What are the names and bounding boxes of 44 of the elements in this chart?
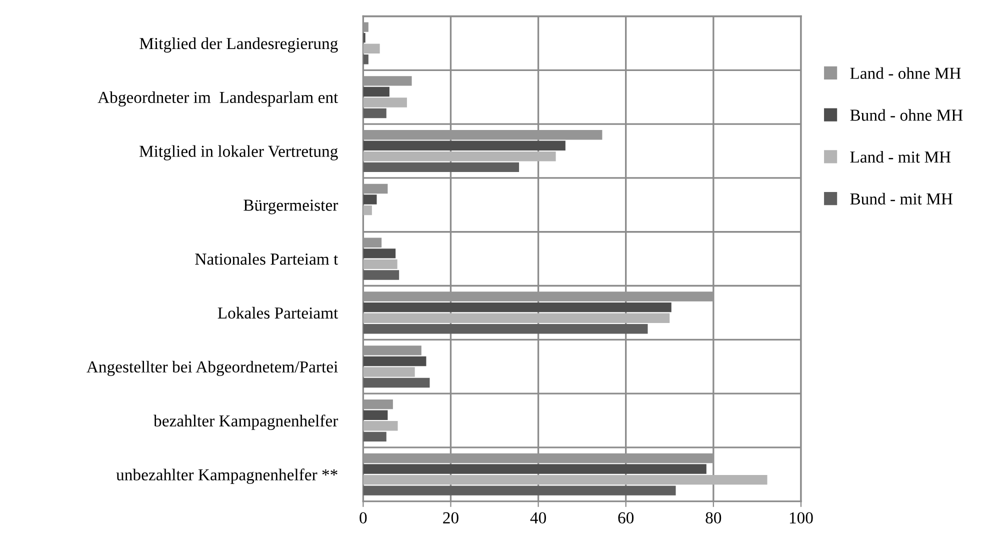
bar bbox=[363, 248, 396, 258]
bar bbox=[363, 486, 676, 496]
bar bbox=[363, 205, 372, 216]
bar bbox=[363, 259, 398, 270]
x-tick-label: 100 bbox=[790, 512, 813, 524]
bar bbox=[363, 378, 430, 388]
legend-label: Land - ohne MH bbox=[850, 67, 961, 79]
x-tick-label: 40 bbox=[530, 512, 546, 524]
bar bbox=[363, 270, 400, 280]
y-tick-label: Lokales Parteiamt bbox=[218, 306, 338, 319]
y-tick-label: Abgeordneter im Landesparlam ent bbox=[98, 91, 338, 106]
bar bbox=[363, 410, 388, 420]
legend-label: Bund - mit MH bbox=[850, 192, 952, 205]
bar bbox=[363, 194, 377, 204]
y-tick-label: bezahlter Kampagnenhelfer bbox=[154, 414, 338, 430]
bar bbox=[363, 86, 390, 97]
bar bbox=[363, 302, 672, 312]
bar bbox=[363, 54, 368, 64]
y-tick-label: unbezahlter Kampagnenhelfer ** bbox=[116, 468, 338, 484]
bar bbox=[363, 108, 386, 118]
bar bbox=[363, 162, 520, 172]
y-tick-label: Mitglied in lokaler Vertretung bbox=[139, 145, 338, 160]
bar bbox=[363, 324, 648, 334]
bar bbox=[363, 432, 386, 442]
bar bbox=[363, 474, 768, 485]
bar bbox=[363, 356, 426, 366]
x-tick-label: 0 bbox=[360, 512, 367, 524]
legend-label: Land - mit MH bbox=[850, 150, 951, 163]
y-tick-label: Angestellter bei Abgeordnetem/Partei bbox=[86, 360, 338, 376]
bar bbox=[363, 140, 566, 150]
legend-label: Bund - ohne MH bbox=[850, 109, 963, 121]
bar bbox=[363, 98, 407, 108]
bar bbox=[363, 367, 415, 377]
bar bbox=[363, 152, 556, 162]
x-tick-label: 20 bbox=[443, 512, 458, 524]
y-tick-label: Nationales Parteiam t bbox=[195, 253, 338, 265]
y-tick-label: Bürgermeister bbox=[244, 200, 338, 214]
y-tick-label: Mitglied der Landesregierung bbox=[140, 37, 338, 53]
x-tick-label: 80 bbox=[706, 512, 722, 524]
bar bbox=[363, 464, 706, 474]
bar bbox=[363, 313, 670, 323]
x-tick-label: 60 bbox=[618, 512, 634, 524]
bar bbox=[363, 44, 380, 54]
bar bbox=[363, 421, 398, 431]
